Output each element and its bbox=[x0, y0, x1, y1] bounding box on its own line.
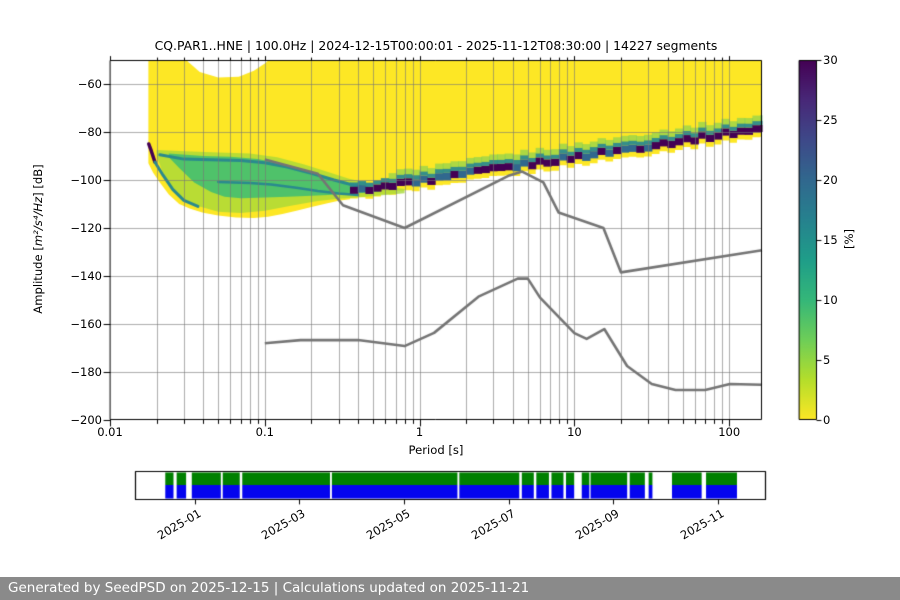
footer-text: Generated by SeedPSD on 2025-12-15 | Cal… bbox=[8, 580, 530, 596]
y-tick-label: −80 bbox=[77, 125, 102, 139]
colorbar-tick-label: 20 bbox=[823, 173, 838, 187]
y-tick-label: −60 bbox=[77, 77, 102, 91]
y-tick-label: −160 bbox=[70, 317, 102, 331]
y-tick-label: −100 bbox=[70, 173, 102, 187]
plot-title: CQ.PAR1..HNE | 100.0Hz | 2024-12-15T00:0… bbox=[154, 38, 718, 53]
colorbar-tick-label: 10 bbox=[823, 293, 838, 307]
x-axis-label: Period [s] bbox=[408, 443, 464, 457]
colorbar-tick-label: 30 bbox=[823, 53, 838, 67]
footer-bar: Generated by SeedPSD on 2025-12-15 | Cal… bbox=[0, 577, 900, 600]
colorbar-tick-label: 25 bbox=[823, 113, 838, 127]
colorbar-tick-label: 5 bbox=[823, 353, 831, 367]
x-tick-label: 1 bbox=[415, 425, 424, 439]
x-tick-label: 10 bbox=[567, 425, 582, 439]
y-tick-label: −120 bbox=[70, 221, 102, 235]
y-tick-label: −180 bbox=[70, 365, 102, 379]
y-tick-label: −140 bbox=[70, 269, 102, 283]
x-tick-label: 0.01 bbox=[97, 425, 123, 439]
y-tick-label: −200 bbox=[70, 413, 102, 427]
colorbar-tick-label: 15 bbox=[823, 233, 838, 247]
x-tick-label: 0.1 bbox=[255, 425, 274, 439]
colorbar-tick-label: 0 bbox=[823, 413, 831, 427]
x-tick-label: 100 bbox=[718, 425, 741, 439]
